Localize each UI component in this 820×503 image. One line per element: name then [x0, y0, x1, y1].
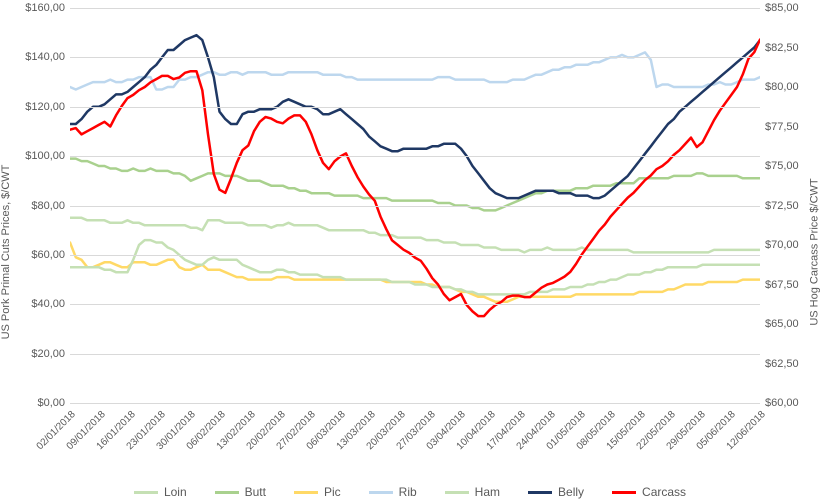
y-tick-right: $70,00 [760, 239, 799, 251]
legend-item-rib: Rib [369, 485, 417, 499]
y-tick-right: $65,00 [760, 318, 799, 330]
gridline [70, 107, 760, 108]
y-tick-left: $0,00 [37, 397, 70, 409]
legend-swatch [445, 491, 469, 494]
legend-swatch [134, 491, 158, 494]
legend-label: Rib [399, 485, 417, 499]
gridline [70, 206, 760, 207]
y-tick-left: $60,00 [31, 249, 70, 261]
y-tick-right: $80,00 [760, 81, 799, 93]
legend-item-belly: Belly [528, 485, 584, 499]
y-tick-right: $82,50 [760, 42, 799, 54]
plot-area: $0,00$20,00$40,00$60,00$80,00$100,00$120… [70, 8, 760, 403]
series-butt [70, 159, 760, 211]
y-tick-left: $80,00 [31, 200, 70, 212]
legend-item-ham: Ham [445, 485, 500, 499]
chart-container: US Pork Primal Cuts Prices, $/CWT US Hog… [0, 0, 820, 503]
legend-swatch [294, 491, 318, 494]
legend-swatch [612, 491, 636, 494]
gridline [70, 403, 760, 404]
gridline [70, 304, 760, 305]
y-tick-left: $100,00 [25, 150, 70, 162]
legend-swatch [528, 491, 552, 494]
y-tick-right: $77,50 [760, 121, 799, 133]
y-tick-right: $62,50 [760, 358, 799, 370]
gridline [70, 57, 760, 58]
gridline [70, 156, 760, 157]
legend-label: Belly [558, 485, 584, 499]
legend-swatch [369, 491, 393, 494]
y-tick-right: $85,00 [760, 2, 799, 14]
y-tick-left: $40,00 [31, 298, 70, 310]
legend: Loin Butt Pic Rib Ham Belly Carcass [0, 485, 820, 499]
y-tick-right: $67,50 [760, 279, 799, 291]
legend-label: Pic [324, 485, 341, 499]
legend-item-butt: Butt [215, 485, 266, 499]
gridline [70, 255, 760, 256]
gridline [70, 8, 760, 9]
legend-item-pic: Pic [294, 485, 341, 499]
legend-label: Carcass [642, 485, 686, 499]
legend-swatch [215, 491, 239, 494]
y-axis-label-left: US Pork Primal Cuts Prices, $/CWT [0, 164, 12, 339]
y-tick-right: $72,50 [760, 200, 799, 212]
legend-label: Loin [164, 485, 187, 499]
series-loin [70, 218, 760, 253]
legend-label: Butt [245, 485, 266, 499]
gridline [70, 354, 760, 355]
legend-item-loin: Loin [134, 485, 187, 499]
y-tick-left: $20,00 [31, 348, 70, 360]
y-tick-right: $60,00 [760, 397, 799, 409]
series-ham [70, 240, 760, 294]
y-tick-right: $75,00 [760, 160, 799, 172]
legend-label: Ham [475, 485, 500, 499]
legend-item-carcass: Carcass [612, 485, 686, 499]
y-tick-left: $140,00 [25, 51, 70, 63]
y-tick-left: $160,00 [25, 2, 70, 14]
y-axis-label-right: US Hog Carcass Price $/CWT [808, 178, 820, 325]
y-tick-left: $120,00 [25, 101, 70, 113]
